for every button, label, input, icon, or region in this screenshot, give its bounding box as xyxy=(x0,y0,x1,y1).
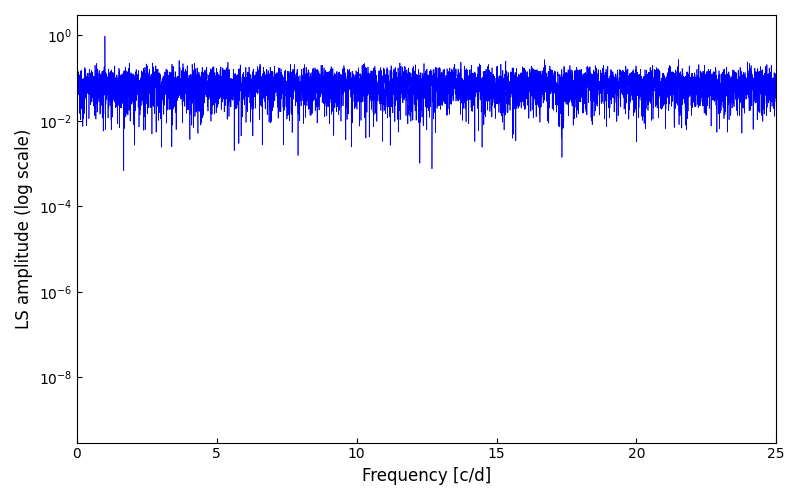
Y-axis label: LS amplitude (log scale): LS amplitude (log scale) xyxy=(15,128,33,329)
X-axis label: Frequency [c/d]: Frequency [c/d] xyxy=(362,467,491,485)
